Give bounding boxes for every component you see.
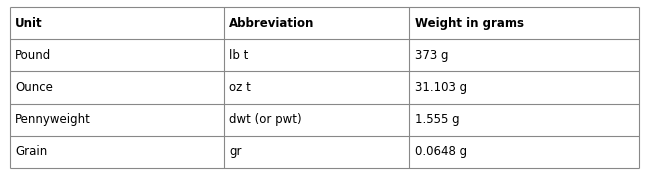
Text: 373 g: 373 g	[415, 49, 448, 62]
Text: Ounce: Ounce	[15, 81, 53, 94]
Text: dwt (or pwt): dwt (or pwt)	[229, 113, 302, 126]
Text: lb t: lb t	[229, 49, 249, 62]
Text: Pound: Pound	[15, 49, 51, 62]
Text: oz t: oz t	[229, 81, 251, 94]
Text: gr: gr	[229, 145, 241, 158]
Text: Abbreviation: Abbreviation	[229, 17, 314, 30]
Text: 0.0648 g: 0.0648 g	[415, 145, 467, 158]
Text: Weight in grams: Weight in grams	[415, 17, 524, 30]
Text: 31.103 g: 31.103 g	[415, 81, 467, 94]
Text: Unit: Unit	[15, 17, 43, 30]
Text: Grain: Grain	[15, 145, 47, 158]
Text: 1.555 g: 1.555 g	[415, 113, 459, 126]
Text: Pennyweight: Pennyweight	[15, 113, 91, 126]
